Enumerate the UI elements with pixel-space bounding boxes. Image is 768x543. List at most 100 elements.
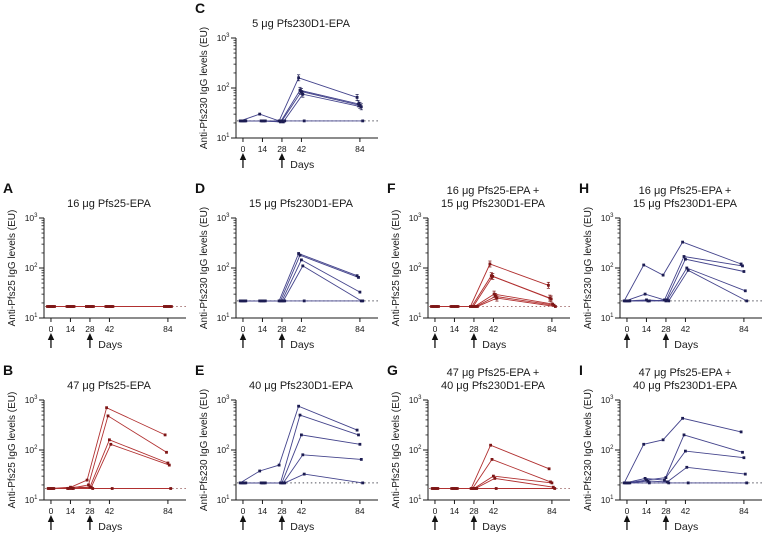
svg-text:103: 103 [409,213,422,223]
svg-text:14: 14 [642,324,652,334]
panel-letter: H [579,180,590,196]
svg-text:84: 84 [355,506,365,516]
panel-g: G 47 μg Pfs25-EPA + 40 μg Pfs230D1-EPA A… [384,362,576,542]
panel-letter: B [3,362,14,378]
svg-text:14: 14 [258,324,268,334]
svg-text:103: 103 [25,213,38,223]
svg-text:0: 0 [241,506,246,516]
line-plot: 101 102 103 0 14 28 42 84 Days [601,213,762,351]
panel-title: 15 μg Pfs230D1-EPA [249,197,353,210]
svg-text:28: 28 [277,506,287,516]
panel-title: 16 μg Pfs25-EPA + 15 μg Pfs230D1-EPA [441,184,545,210]
svg-text:84: 84 [739,324,749,334]
line-plot: 101 102 103 0 14 28 42 84 Days [25,213,186,351]
svg-text:14: 14 [258,506,268,516]
svg-text:102: 102 [25,263,38,273]
svg-text:0: 0 [241,144,246,154]
panel-d: D 15 μg Pfs230D1-EPA Anti-Pfs230 IgG lev… [192,180,384,360]
svg-text:103: 103 [409,395,422,405]
panel-title: 5 μg Pfs230D1-EPA [252,17,350,30]
svg-text:28: 28 [277,144,287,154]
panel-letter: A [3,180,14,196]
svg-text:42: 42 [681,324,691,334]
svg-text:101: 101 [25,495,38,505]
panel-h: H 16 μg Pfs25-EPA + 15 μg Pfs230D1-EPA A… [576,180,768,360]
svg-text:0: 0 [241,324,246,334]
panel-title: 47 μg Pfs25-EPA + 40 μg Pfs230D1-EPA [633,366,737,392]
panel-title: 16 μg Pfs25-EPA [67,197,151,210]
panel-i: I 47 μg Pfs25-EPA + 40 μg Pfs230D1-EPA A… [576,362,768,542]
panel-title: 16 μg Pfs25-EPA + 15 μg Pfs230D1-EPA [633,184,737,210]
line-plot: 101 102 103 0 14 28 42 84 Days [25,395,186,533]
svg-text:103: 103 [217,395,230,405]
svg-text:42: 42 [489,324,499,334]
svg-text:102: 102 [217,263,230,273]
svg-text:101: 101 [601,313,614,323]
svg-text:84: 84 [163,324,173,334]
panel-title: 47 μg Pfs25-EPA + 40 μg Pfs230D1-EPA [441,366,545,392]
panel-a: A 16 μg Pfs25-EPA Anti-Pfs25 IgG levels … [0,180,192,360]
svg-text:101: 101 [25,313,38,323]
svg-text:42: 42 [297,144,307,154]
svg-text:101: 101 [217,495,230,505]
svg-text:103: 103 [25,395,38,405]
svg-text:0: 0 [49,506,54,516]
panel-title: 40 μg Pfs230D1-EPA [249,379,353,392]
panel-letter: F [387,180,396,196]
panel-f: F 16 μg Pfs25-EPA + 15 μg Pfs230D1-EPA A… [384,180,576,360]
svg-text:0: 0 [625,324,630,334]
svg-text:84: 84 [355,324,365,334]
svg-text:102: 102 [601,445,614,455]
svg-text:101: 101 [601,495,614,505]
svg-text:102: 102 [409,445,422,455]
svg-text:28: 28 [85,506,95,516]
svg-text:103: 103 [217,213,230,223]
svg-text:102: 102 [217,445,230,455]
svg-text:102: 102 [601,263,614,273]
svg-text:101: 101 [217,313,230,323]
panel-e: E 40 μg Pfs230D1-EPA Anti-Pfs230 IgG lev… [192,362,384,542]
line-plot: 101 102 103 0 14 28 42 84 Days [217,395,378,533]
svg-text:Days: Days [98,339,122,351]
panel-letter: E [195,362,205,378]
svg-text:102: 102 [25,445,38,455]
svg-text:42: 42 [681,506,691,516]
panel-title: 47 μg Pfs25-EPA [67,379,151,392]
svg-text:101: 101 [409,313,422,323]
svg-text:Days: Days [290,159,314,171]
panel-letter: C [195,0,206,16]
svg-text:Days: Days [482,521,506,533]
svg-text:0: 0 [433,506,438,516]
svg-text:42: 42 [105,324,115,334]
panel-letter: D [195,180,206,196]
svg-text:42: 42 [297,324,307,334]
svg-text:28: 28 [469,324,479,334]
svg-text:84: 84 [163,506,173,516]
svg-text:Days: Days [482,339,506,351]
panel-c: C 5 μg Pfs230D1-EPA Anti-Pfs230 IgG leve… [192,0,384,180]
svg-text:84: 84 [739,506,749,516]
svg-text:42: 42 [489,506,499,516]
svg-text:0: 0 [49,324,54,334]
svg-text:84: 84 [547,506,557,516]
svg-text:Days: Days [674,339,698,351]
svg-text:Days: Days [98,521,122,533]
svg-text:14: 14 [66,324,76,334]
svg-text:28: 28 [661,324,671,334]
line-plot: 101 102 103 0 14 28 42 84 Days [409,395,570,533]
line-plot: 101 102 103 0 14 28 42 84 Days [217,213,378,351]
svg-text:102: 102 [409,263,422,273]
svg-text:103: 103 [601,395,614,405]
svg-text:Days: Days [290,521,314,533]
line-plot: 101 102 103 0 14 28 42 84 Days [601,395,762,533]
svg-text:42: 42 [105,506,115,516]
svg-text:101: 101 [217,133,230,143]
svg-text:Days: Days [674,521,698,533]
line-plot: 101 102 103 0 14 28 42 84 Days [409,213,570,351]
line-plot: 101 102 103 0 14 28 42 84 Days [217,33,378,171]
svg-text:14: 14 [66,506,76,516]
svg-text:Days: Days [290,339,314,351]
svg-text:14: 14 [258,144,268,154]
panel-letter: G [387,362,398,378]
